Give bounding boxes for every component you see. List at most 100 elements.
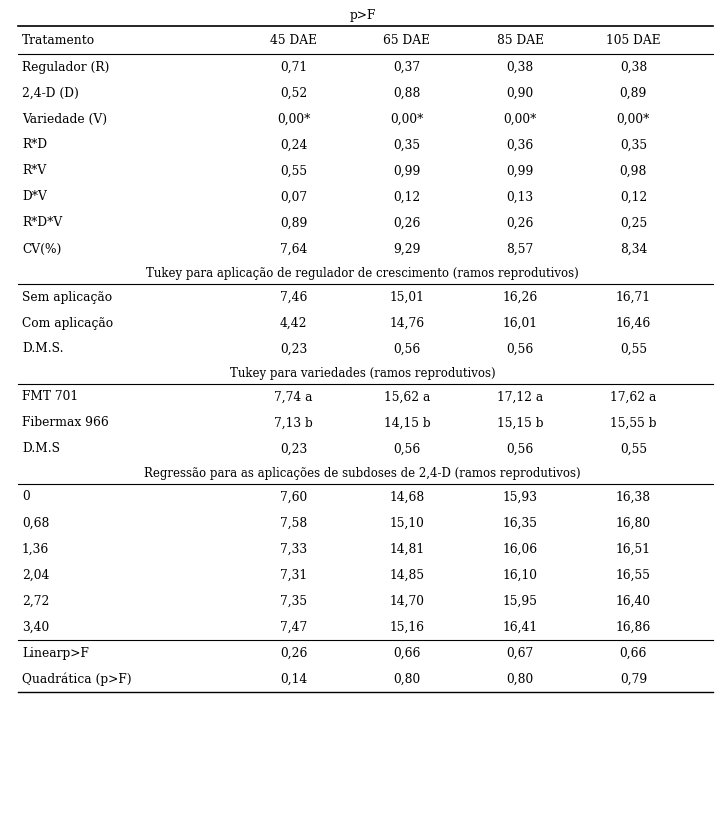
- Text: 0,90: 0,90: [507, 87, 534, 100]
- Text: 17,62 a: 17,62 a: [610, 390, 657, 404]
- Text: 0,99: 0,99: [393, 165, 420, 177]
- Text: 7,74 a: 7,74 a: [274, 390, 312, 404]
- Text: 15,95: 15,95: [502, 595, 538, 607]
- Text: 0: 0: [22, 491, 30, 503]
- Text: 16,86: 16,86: [616, 621, 651, 633]
- Text: 65 DAE: 65 DAE: [384, 33, 431, 47]
- Text: Quadrática (p>F): Quadrática (p>F): [22, 672, 132, 686]
- Text: 0,68: 0,68: [22, 517, 49, 529]
- Text: 0,56: 0,56: [393, 343, 420, 355]
- Text: 4,42: 4,42: [280, 316, 307, 329]
- Text: 45 DAE: 45 DAE: [270, 33, 317, 47]
- Text: Tukey para variedades (ramos reprodutivos): Tukey para variedades (ramos reprodutivo…: [230, 367, 495, 379]
- Text: 16,35: 16,35: [502, 517, 538, 529]
- Text: 7,64: 7,64: [280, 242, 307, 255]
- Text: 105 DAE: 105 DAE: [606, 33, 660, 47]
- Text: D*V: D*V: [22, 191, 47, 204]
- Text: Tratamento: Tratamento: [22, 33, 95, 47]
- Text: 0,25: 0,25: [620, 216, 647, 230]
- Text: 0,55: 0,55: [620, 343, 647, 355]
- Text: 15,10: 15,10: [389, 517, 424, 529]
- Text: Sem aplicação: Sem aplicação: [22, 290, 112, 304]
- Text: 14,70: 14,70: [389, 595, 424, 607]
- Text: 0,00*: 0,00*: [277, 112, 310, 126]
- Text: 7,13 b: 7,13 b: [274, 417, 313, 429]
- Text: Variedade (V): Variedade (V): [22, 112, 107, 126]
- Text: Regressão para as aplicações de subdoses de 2,4-D (ramos reprodutivos): Regressão para as aplicações de subdoses…: [144, 467, 581, 479]
- Text: 1,36: 1,36: [22, 542, 49, 556]
- Text: 85 DAE: 85 DAE: [497, 33, 544, 47]
- Text: 0,37: 0,37: [393, 61, 420, 73]
- Text: CV(%): CV(%): [22, 242, 62, 255]
- Text: 2,4-D (D): 2,4-D (D): [22, 87, 79, 100]
- Text: 16,51: 16,51: [616, 542, 651, 556]
- Text: 16,10: 16,10: [502, 568, 538, 582]
- Text: 14,68: 14,68: [389, 491, 424, 503]
- Text: 0,26: 0,26: [280, 646, 307, 660]
- Text: 0,35: 0,35: [620, 138, 647, 151]
- Text: FMT 701: FMT 701: [22, 390, 78, 404]
- Text: Tukey para aplicação de regulador de crescimento (ramos reprodutivos): Tukey para aplicação de regulador de cre…: [146, 266, 579, 280]
- Text: 0,71: 0,71: [280, 61, 307, 73]
- Text: Com aplicação: Com aplicação: [22, 316, 113, 329]
- Text: 2,04: 2,04: [22, 568, 49, 582]
- Text: 7,31: 7,31: [280, 568, 307, 582]
- Text: 0,67: 0,67: [507, 646, 534, 660]
- Text: 0,56: 0,56: [507, 443, 534, 455]
- Text: Fibermax 966: Fibermax 966: [22, 417, 109, 429]
- Text: 0,23: 0,23: [280, 343, 307, 355]
- Text: 16,01: 16,01: [502, 316, 538, 329]
- Text: 16,80: 16,80: [616, 517, 651, 529]
- Text: 15,15 b: 15,15 b: [497, 417, 543, 429]
- Text: 0,38: 0,38: [620, 61, 647, 73]
- Text: 15,62 a: 15,62 a: [384, 390, 430, 404]
- Text: 0,99: 0,99: [507, 165, 534, 177]
- Text: 0,66: 0,66: [620, 646, 647, 660]
- Text: 16,38: 16,38: [616, 491, 651, 503]
- Text: 0,89: 0,89: [280, 216, 307, 230]
- Text: 0,13: 0,13: [507, 191, 534, 204]
- Text: D.M.S.: D.M.S.: [22, 343, 64, 355]
- Text: 16,40: 16,40: [616, 595, 651, 607]
- Text: 7,35: 7,35: [280, 595, 307, 607]
- Text: 9,29: 9,29: [393, 242, 420, 255]
- Text: 0,26: 0,26: [393, 216, 420, 230]
- Text: 0,26: 0,26: [507, 216, 534, 230]
- Text: p>F: p>F: [349, 8, 376, 22]
- Text: 3,40: 3,40: [22, 621, 49, 633]
- Text: 0,56: 0,56: [507, 343, 534, 355]
- Text: 16,46: 16,46: [616, 316, 651, 329]
- Text: 16,55: 16,55: [616, 568, 651, 582]
- Text: 8,57: 8,57: [507, 242, 534, 255]
- Text: Regulador (R): Regulador (R): [22, 61, 109, 73]
- Text: 0,00*: 0,00*: [503, 112, 536, 126]
- Text: 0,14: 0,14: [280, 672, 307, 686]
- Text: 7,46: 7,46: [280, 290, 307, 304]
- Text: 2,72: 2,72: [22, 595, 49, 607]
- Text: 0,36: 0,36: [507, 138, 534, 151]
- Text: 0,00*: 0,00*: [617, 112, 650, 126]
- Text: 8,34: 8,34: [620, 242, 647, 255]
- Text: 7,58: 7,58: [280, 517, 307, 529]
- Text: 14,81: 14,81: [389, 542, 424, 556]
- Text: 14,85: 14,85: [389, 568, 424, 582]
- Text: 0,55: 0,55: [280, 165, 307, 177]
- Text: 0,23: 0,23: [280, 443, 307, 455]
- Text: 0,79: 0,79: [620, 672, 647, 686]
- Text: 0,12: 0,12: [393, 191, 420, 204]
- Text: 15,93: 15,93: [502, 491, 538, 503]
- Text: 15,16: 15,16: [389, 621, 424, 633]
- Text: 0,35: 0,35: [393, 138, 420, 151]
- Text: 0,12: 0,12: [620, 191, 647, 204]
- Text: 0,89: 0,89: [620, 87, 647, 100]
- Text: 0,00*: 0,00*: [390, 112, 423, 126]
- Text: R*D: R*D: [22, 138, 47, 151]
- Text: 7,60: 7,60: [280, 491, 307, 503]
- Text: D.M.S: D.M.S: [22, 443, 60, 455]
- Text: R*D*V: R*D*V: [22, 216, 62, 230]
- Text: 14,15 b: 14,15 b: [384, 417, 430, 429]
- Text: 0,52: 0,52: [280, 87, 307, 100]
- Text: 15,55 b: 15,55 b: [610, 417, 657, 429]
- Text: 0,88: 0,88: [393, 87, 420, 100]
- Text: 0,66: 0,66: [393, 646, 420, 660]
